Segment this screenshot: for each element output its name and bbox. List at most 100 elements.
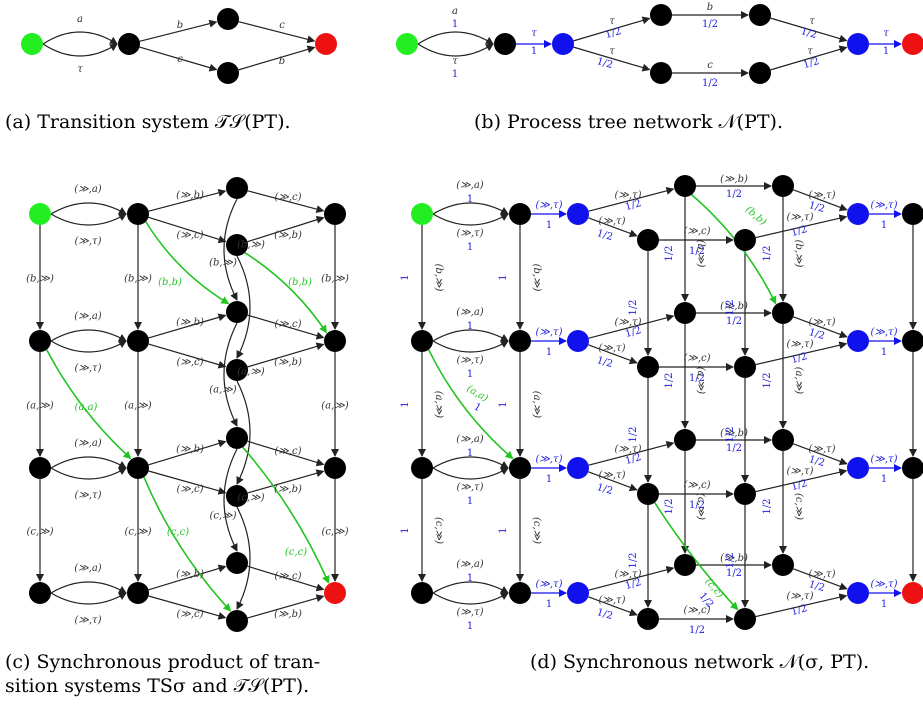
edge-prob: 1/2 bbox=[726, 189, 742, 200]
edge-label-ma: (≫,a) bbox=[456, 180, 484, 191]
edge-label-mtau: (≫,τ) bbox=[615, 444, 642, 455]
sp-edge-ma bbox=[50, 456, 127, 469]
net-start-state bbox=[396, 33, 418, 55]
sn-edge-ma bbox=[432, 581, 509, 594]
sn-edge-mtau bbox=[755, 593, 848, 618]
sp-edge-ma bbox=[50, 329, 127, 342]
sn-edge-ma bbox=[432, 329, 509, 342]
sn-edge-mtau bbox=[432, 213, 509, 226]
edge-label-mtau: (≫,τ) bbox=[75, 490, 102, 501]
sp-state bbox=[324, 203, 346, 225]
edge-prob: 1 bbox=[531, 46, 537, 57]
edge-prob: 1 bbox=[467, 621, 473, 632]
edge-prob: 1 bbox=[881, 220, 887, 231]
sync-label-bb: (b,b) bbox=[743, 204, 768, 228]
edge-label-mtau: (≫,τ) bbox=[599, 470, 626, 481]
edge-prob: 1/2 bbox=[726, 443, 742, 454]
sp-edge-move-log bbox=[236, 380, 251, 485]
edge-label-mb: (≫,b) bbox=[176, 444, 204, 455]
sp-state bbox=[324, 330, 346, 352]
sn-state bbox=[637, 229, 659, 251]
edge-prob: 1/2 bbox=[664, 498, 675, 514]
sp-edge-mc bbox=[148, 470, 227, 495]
sn-state bbox=[674, 554, 696, 576]
edge-label-mtau: (≫,τ) bbox=[615, 317, 642, 328]
edge-label-cm: (c,≫) bbox=[531, 517, 542, 544]
net-state bbox=[749, 4, 771, 26]
edge-prob: 1/2 bbox=[702, 78, 718, 89]
sp-state bbox=[29, 203, 51, 225]
edge-label-mtau: (≫,τ) bbox=[787, 339, 814, 350]
edge-prob: 1/2 bbox=[790, 478, 809, 493]
net-silent-state bbox=[847, 33, 869, 55]
edge-label-mb: (≫,b) bbox=[176, 317, 204, 328]
net-edge-tau bbox=[573, 46, 651, 72]
sp-state bbox=[29, 330, 51, 352]
sp-edge-mb bbox=[148, 188, 227, 212]
sp-edge-move-log bbox=[236, 506, 251, 610]
edge-prob: 1/2 bbox=[725, 426, 736, 442]
sync-label-bb: (b,b) bbox=[158, 277, 182, 288]
sn-edge-mtau bbox=[793, 443, 848, 466]
sn-edge-mtau bbox=[588, 186, 675, 212]
edge-label-bm: (b,≫) bbox=[531, 264, 542, 292]
edge-prob: 1/2 bbox=[807, 454, 826, 469]
edge-prob: 1 bbox=[467, 573, 473, 584]
sp-edge-ma bbox=[50, 202, 127, 215]
net-edge-a bbox=[417, 31, 494, 45]
edge-label-mc: (≫,c) bbox=[274, 571, 301, 582]
sp-state bbox=[127, 203, 149, 225]
sn-state bbox=[674, 302, 696, 324]
edge-prob: 1 bbox=[546, 347, 552, 358]
sn-edge-ma bbox=[432, 456, 509, 469]
sp-edge-mtau bbox=[50, 340, 127, 353]
edge-label-mc: (≫,c) bbox=[176, 230, 203, 241]
edge-label-mb: (≫,b) bbox=[176, 190, 204, 201]
edge-label-bm: (b,≫) bbox=[793, 240, 804, 268]
edge-prob: 1/2 bbox=[595, 482, 614, 497]
edge-prob: 1/2 bbox=[689, 373, 705, 384]
edge-label-mb: (≫,b) bbox=[274, 230, 302, 241]
sn-silent-state bbox=[847, 582, 869, 604]
net-edge-tau bbox=[573, 16, 651, 42]
sp-state bbox=[29, 457, 51, 479]
edge-label-bm: (b,≫) bbox=[26, 274, 54, 285]
edge-prob: 1 bbox=[467, 448, 473, 459]
sync-label-aa: (a,a) bbox=[75, 402, 98, 413]
edge-prob: 1 bbox=[472, 401, 483, 414]
edge-prob: 1 bbox=[467, 496, 473, 507]
edge-label-mb: (≫,b) bbox=[176, 569, 204, 580]
edge-label-mtau: (≫,τ) bbox=[809, 190, 836, 201]
sn-state bbox=[674, 175, 696, 197]
edge-prob: 1 bbox=[452, 69, 458, 80]
sp-sync-edge-cc bbox=[242, 446, 330, 584]
edge-label-mtau: (≫,τ) bbox=[536, 200, 563, 211]
edge-label-mtau: (≫,τ) bbox=[871, 200, 898, 211]
sn-edge-mtau bbox=[432, 592, 509, 605]
sp-edge-move-log bbox=[223, 322, 238, 427]
sn-edge-mtau bbox=[588, 313, 675, 339]
caption-d: (d) Synchronous network 𝒩(σ, PT). bbox=[530, 651, 869, 673]
ts-start-state bbox=[21, 33, 43, 55]
edge-label-mtau: (≫,τ) bbox=[615, 569, 642, 580]
net-silent-state bbox=[552, 33, 574, 55]
sn-state bbox=[411, 457, 433, 479]
sn-edge-mtau bbox=[588, 596, 638, 617]
sp-state bbox=[226, 234, 248, 256]
edge-label-cm: (c,≫) bbox=[321, 527, 348, 538]
edge-prob: 1 bbox=[452, 19, 458, 30]
edge-prob: 1 bbox=[467, 242, 473, 253]
sp-final-state bbox=[324, 582, 346, 604]
edge-label-ma: (≫,a) bbox=[456, 434, 484, 445]
edge-label-mb: (≫,b) bbox=[720, 553, 748, 564]
sn-state bbox=[772, 175, 794, 197]
edge-prob: 1 bbox=[400, 274, 411, 280]
sn-sync-edge-aa bbox=[428, 349, 514, 460]
edge-label-mc: (≫,c) bbox=[176, 357, 203, 368]
edge-label-am: (a,≫) bbox=[26, 401, 54, 412]
edge-label-ma: (≫,a) bbox=[74, 438, 102, 449]
edge-prob: 1/2 bbox=[807, 579, 826, 594]
sn-silent-state bbox=[567, 457, 589, 479]
net-edge-tau bbox=[417, 43, 494, 57]
edge-label-mtau: (≫,τ) bbox=[457, 355, 484, 366]
